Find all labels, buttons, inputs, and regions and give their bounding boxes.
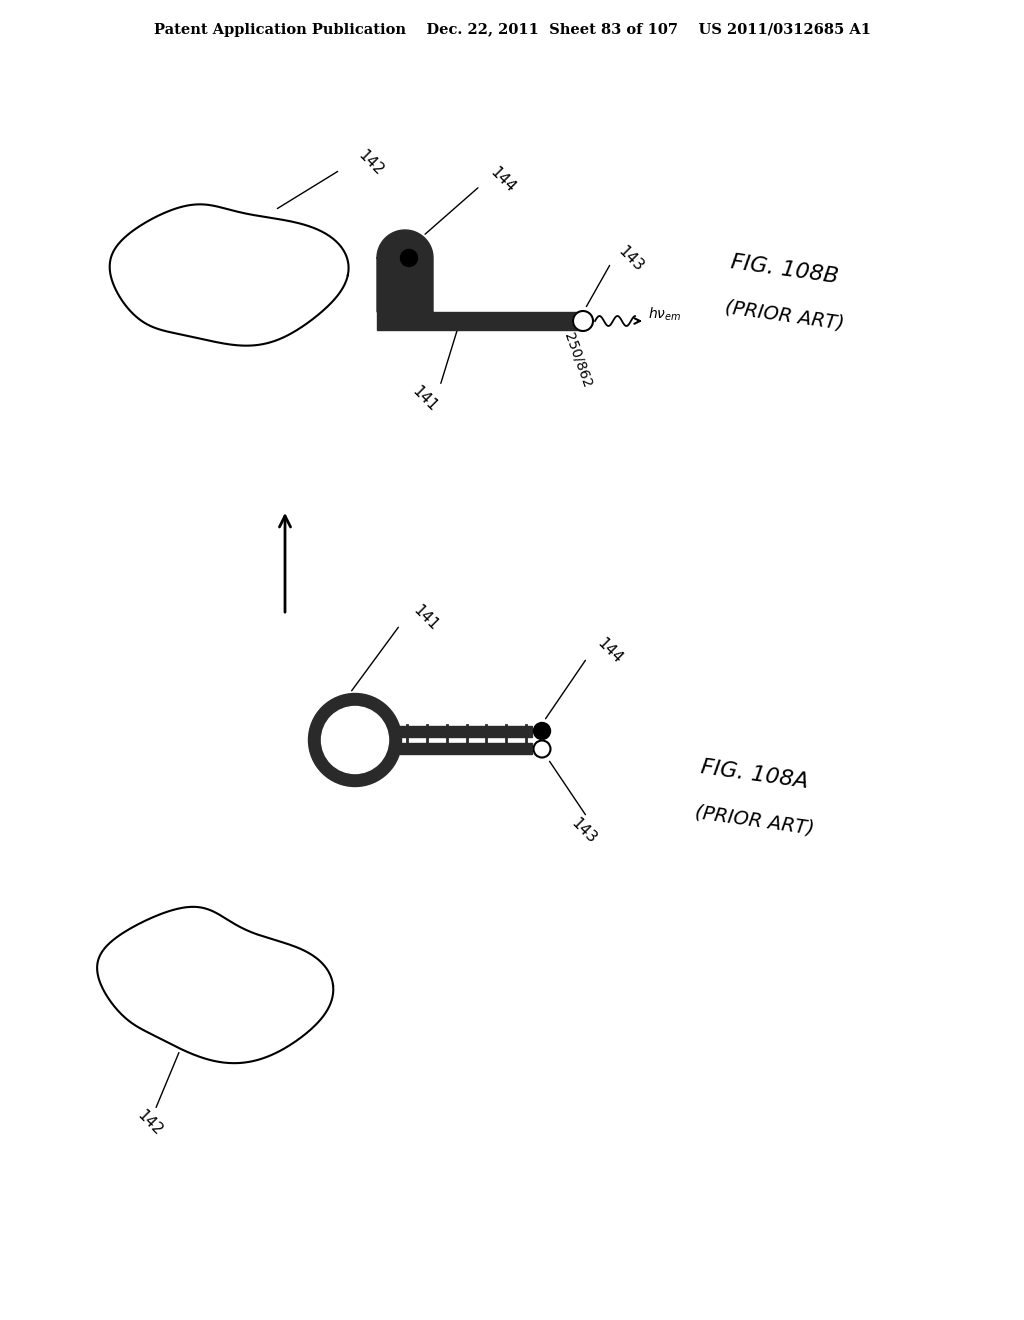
Circle shape [534, 741, 551, 758]
Text: (PRIOR ART): (PRIOR ART) [724, 297, 846, 333]
Bar [399, 743, 532, 754]
Circle shape [573, 312, 593, 331]
Text: FIG. 108B: FIG. 108B [730, 252, 840, 288]
Text: 143: 143 [568, 816, 600, 846]
Bar [399, 726, 532, 737]
Text: Patent Application Publication    Dec. 22, 2011  Sheet 83 of 107    US 2011/0312: Patent Application Publication Dec. 22, … [154, 22, 870, 37]
Text: 141: 141 [410, 384, 440, 414]
Circle shape [534, 722, 551, 739]
Circle shape [322, 706, 388, 774]
Bar [377, 312, 582, 330]
Polygon shape [377, 230, 433, 312]
Text: 142: 142 [134, 1107, 166, 1139]
Polygon shape [110, 205, 348, 346]
Text: 144: 144 [487, 165, 518, 195]
Polygon shape [97, 907, 333, 1063]
Text: 141: 141 [410, 602, 441, 634]
Text: FIG. 108A: FIG. 108A [699, 758, 810, 792]
Text: 144: 144 [594, 635, 625, 667]
Circle shape [308, 693, 401, 787]
Text: 142: 142 [355, 148, 386, 178]
Circle shape [400, 249, 418, 267]
Text: 250/862: 250/862 [561, 330, 594, 389]
Text: $h\nu_{em}$: $h\nu_{em}$ [648, 305, 681, 322]
Text: 143: 143 [615, 243, 646, 275]
Text: (PRIOR ART): (PRIOR ART) [694, 803, 816, 838]
